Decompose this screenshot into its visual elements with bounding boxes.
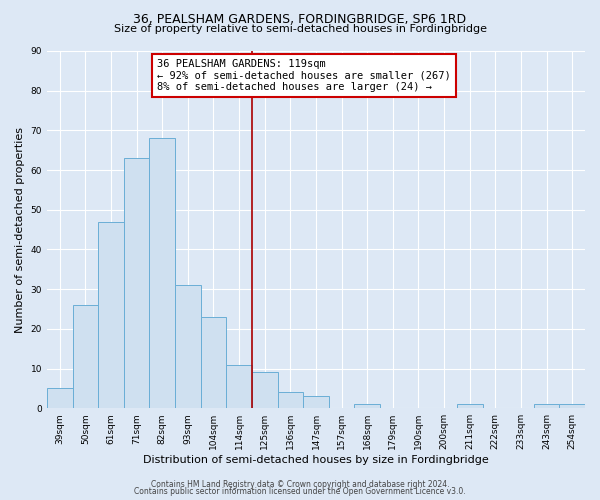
Bar xyxy=(559,404,585,408)
Bar xyxy=(47,388,73,408)
Bar xyxy=(355,404,380,408)
Text: Contains HM Land Registry data © Crown copyright and database right 2024.: Contains HM Land Registry data © Crown c… xyxy=(151,480,449,489)
Bar xyxy=(278,392,303,408)
Text: 36, PEALSHAM GARDENS, FORDINGBRIDGE, SP6 1RD: 36, PEALSHAM GARDENS, FORDINGBRIDGE, SP6… xyxy=(133,12,467,26)
Bar xyxy=(303,396,329,408)
Bar xyxy=(457,404,482,408)
X-axis label: Distribution of semi-detached houses by size in Fordingbridge: Distribution of semi-detached houses by … xyxy=(143,455,489,465)
Bar xyxy=(98,222,124,408)
Bar xyxy=(149,138,175,408)
Bar xyxy=(252,372,278,408)
Text: 36 PEALSHAM GARDENS: 119sqm
← 92% of semi-detached houses are smaller (267)
8% o: 36 PEALSHAM GARDENS: 119sqm ← 92% of sem… xyxy=(157,59,451,92)
Text: Contains public sector information licensed under the Open Government Licence v3: Contains public sector information licen… xyxy=(134,488,466,496)
Bar xyxy=(124,158,149,408)
Bar xyxy=(73,305,98,408)
Text: Size of property relative to semi-detached houses in Fordingbridge: Size of property relative to semi-detach… xyxy=(113,24,487,34)
Bar xyxy=(534,404,559,408)
Bar xyxy=(175,285,200,408)
Bar xyxy=(226,364,252,408)
Y-axis label: Number of semi-detached properties: Number of semi-detached properties xyxy=(15,126,25,332)
Bar xyxy=(200,317,226,408)
